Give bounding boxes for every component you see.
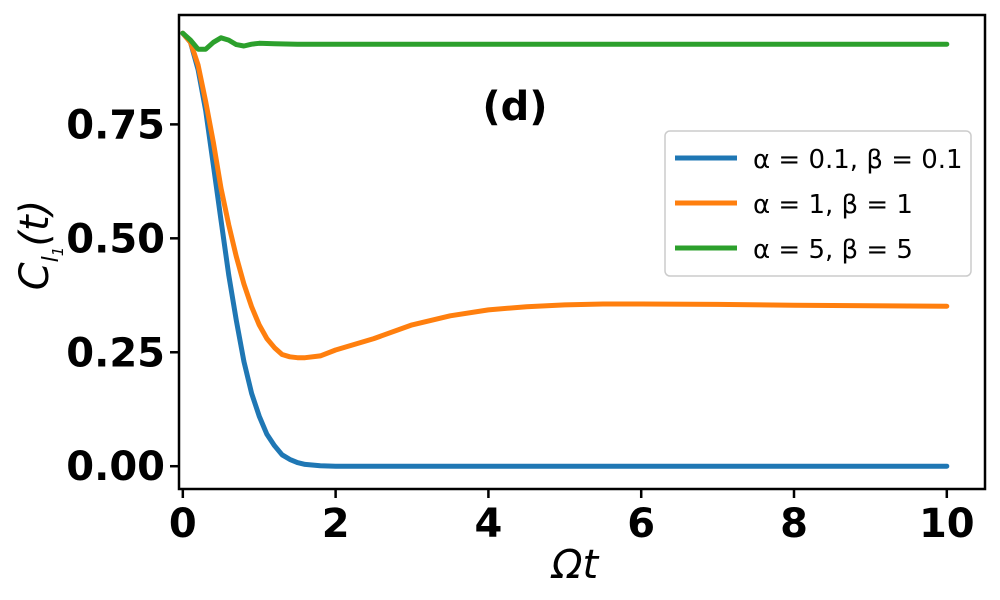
y-tick-label: 0.75 (66, 102, 165, 148)
x-tick-label: 6 (627, 501, 655, 547)
y-axis: 0.00 0.25 0.50 0.75 (66, 102, 179, 490)
x-tick-label: 10 (919, 501, 975, 547)
legend-label-series-3: α = 5, β = 5 (753, 235, 913, 265)
x-tick-label: 2 (322, 501, 350, 547)
series-line-3 (180, 30, 950, 52)
x-tick-label: 0 (169, 501, 197, 547)
y-axis-label: Cl1(t) (12, 200, 67, 291)
legend: α = 0.1, β = 0.1 α = 1, β = 1 α = 5, β =… (664, 130, 972, 277)
legend-label-series-2: α = 1, β = 1 (753, 190, 913, 220)
panel-label: (d) (482, 84, 547, 130)
series-line-1 (180, 30, 950, 469)
legend-frame (664, 130, 972, 277)
series-line-2 (180, 30, 950, 361)
legend-label-series-1: α = 0.1, β = 0.1 (753, 145, 963, 175)
y-tick-label: 0.50 (66, 216, 165, 262)
y-tick-label: 0.00 (66, 444, 165, 490)
series-layer (180, 30, 950, 469)
plot-frame (177, 13, 987, 491)
x-axis: 0 2 4 6 8 10 (169, 489, 975, 547)
y-tick-label: 0.25 (66, 330, 165, 376)
x-axis-label: Ωt (550, 542, 600, 588)
x-tick-label: 8 (780, 501, 808, 547)
x-tick-label: 4 (474, 501, 502, 547)
